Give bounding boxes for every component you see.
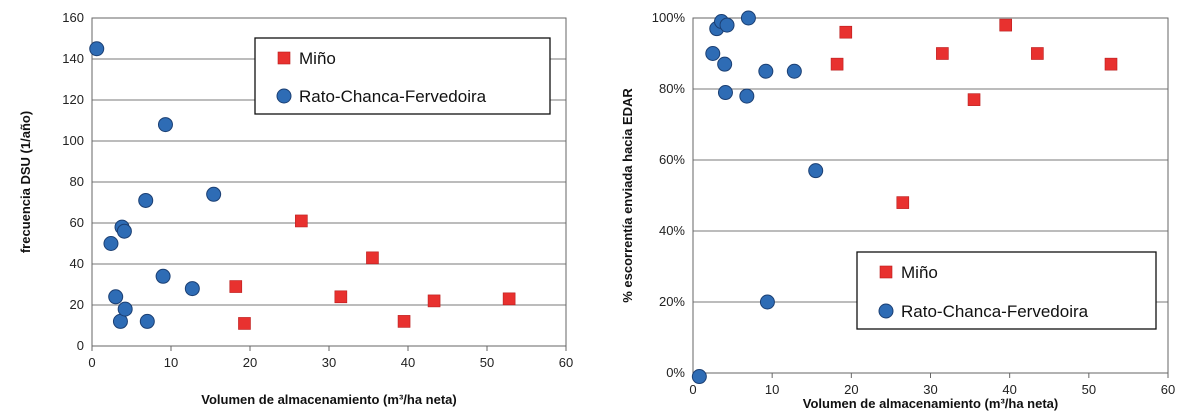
legend-box (856, 251, 1157, 330)
data-point-mino (1031, 47, 1044, 60)
y-tick-label: 20% (659, 294, 685, 309)
y-tick-label: 40% (659, 223, 685, 238)
legend-marker-circle (878, 303, 894, 319)
x-tick-label: 30 (923, 382, 937, 397)
legend-marker-square (879, 265, 893, 279)
y-tick-label: 60% (659, 152, 685, 167)
data-point-mino (830, 57, 844, 71)
x-tick-label: 20 (844, 382, 858, 397)
data-point-mino (427, 294, 441, 308)
data-point-rato-chanca-fervedoira (138, 192, 154, 208)
data-point-mino (967, 93, 981, 106)
data-point-mino (397, 315, 411, 328)
x-axis-label: Volumen de almacenamiento (m³/ha neta) (803, 396, 1058, 411)
data-point-mino (839, 25, 853, 39)
data-point-rato-chanca-fervedoira (739, 88, 755, 104)
x-tick-label: 60 (1161, 382, 1175, 397)
data-point-rato-chanca-fervedoira (719, 17, 735, 33)
x-tick-label: 40 (1002, 382, 1016, 397)
data-point-mino (936, 47, 949, 60)
data-point-rato-chanca-fervedoira (759, 294, 775, 310)
data-point-rato-chanca-fervedoira (808, 163, 824, 179)
data-point-rato-chanca-fervedoira (705, 46, 721, 61)
data-point-rato-chanca-fervedoira (717, 56, 733, 72)
chart-1: 0 20 40 60 80 100 120 140 160 0 10 20 30 40 50 60 Volume… (18, 10, 573, 407)
chart-2: 0% 20% 40% 60% 80% 100% 0 10 20 30 40 50 60 Volumen d… (620, 10, 1175, 411)
x-tick-label: 10 (765, 382, 779, 397)
data-point-rato-chanca-fervedoira (157, 117, 173, 133)
x-axis-label: Volumen de almacenamiento (m³/ha neta) (201, 392, 456, 407)
data-point-mino (502, 292, 516, 306)
x-tick-label: 60 (559, 355, 573, 370)
y-axis-label: % escorrentía enviada hacia EDAR (620, 88, 635, 303)
data-point-rato-chanca-fervedoira (89, 41, 105, 57)
data-point-rato-chanca-fervedoira (108, 289, 124, 305)
data-point-rato-chanca-fervedoira (155, 268, 171, 284)
x-tick-label: 0 (88, 355, 95, 370)
data-point-rato-chanca-fervedoira (116, 223, 132, 239)
y-tick-label: 80% (659, 81, 685, 96)
legend-marker-circle (276, 88, 292, 104)
data-point-rato-chanca-fervedoira (717, 85, 733, 101)
legend-label: Rato-Chanca-Fervedoira (299, 87, 487, 106)
data-point-mino (295, 214, 308, 228)
y-tick-label: 100% (652, 10, 686, 25)
data-point-rato-chanca-fervedoira (117, 301, 133, 317)
data-point-rato-chanca-fervedoira (103, 236, 119, 251)
x-tick-label: 20 (243, 355, 257, 370)
y-tick-label: 60 (70, 215, 84, 230)
data-point-mino (366, 251, 379, 265)
data-point-rato-chanca-fervedoira (206, 186, 222, 202)
legend-label: Rato-Chanca-Fervedoira (901, 302, 1089, 321)
x-tick-label: 0 (689, 382, 696, 397)
y-tick-label: 120 (62, 92, 84, 107)
data-point-rato-chanca-fervedoira (786, 63, 802, 79)
legend: Miño Rato-Chanca-Fervedoira (856, 251, 1157, 330)
y-tick-label: 0 (77, 338, 84, 353)
legend-marker-square (277, 51, 291, 65)
legend-box (254, 37, 551, 115)
data-point-mino (896, 196, 910, 209)
legend-label: Miño (901, 263, 938, 282)
legend-label: Miño (299, 49, 336, 68)
data-point-rato-chanca-fervedoira (758, 63, 774, 79)
y-tick-label: 0% (666, 365, 685, 380)
x-tick-label: 30 (322, 355, 336, 370)
data-point-mino (229, 280, 243, 293)
data-point-rato-chanca-fervedoira (184, 281, 200, 297)
y-axis-label: frecuencia DSU (1/año) (18, 111, 33, 253)
y-tick-label: 20 (70, 297, 84, 312)
data-point-mino (1104, 57, 1118, 71)
y-tick-label: 80 (70, 174, 84, 189)
data-point-rato-chanca-fervedoira (691, 369, 707, 385)
data-point-mino (238, 317, 251, 330)
y-tick-label: 140 (62, 51, 84, 66)
x-tick-label: 10 (164, 355, 178, 370)
x-tick-label: 50 (1082, 382, 1096, 397)
y-tick-label: 40 (70, 256, 84, 271)
y-tick-label: 100 (62, 133, 84, 148)
data-point-rato-chanca-fervedoira (139, 313, 155, 329)
x-tick-label: 40 (401, 355, 415, 370)
data-point-rato-chanca-fervedoira (740, 10, 756, 26)
data-point-mino (334, 290, 348, 304)
x-tick-label: 50 (480, 355, 494, 370)
y-tick-label: 160 (62, 10, 84, 25)
legend: Miño Rato-Chanca-Fervedoira (254, 37, 551, 115)
data-point-mino (999, 18, 1013, 32)
